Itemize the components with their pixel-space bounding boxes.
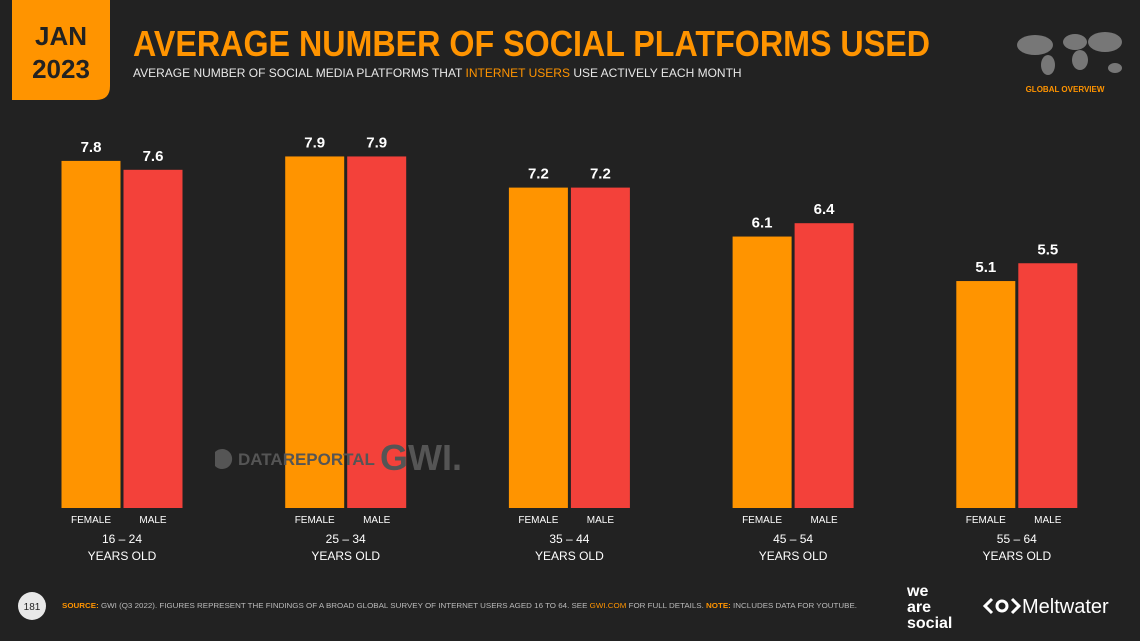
category-suffix: YEARS OLD [311,549,380,563]
category-suffix: YEARS OLD [535,549,604,563]
category-suffix: YEARS OLD [88,549,157,563]
category-suffix: YEARS OLD [759,549,828,563]
logo-we-are-social: we [906,583,928,600]
source-label: SOURCE: [62,601,99,610]
world-map-icon [1017,32,1122,75]
source-link: GWI.COM [590,601,627,610]
source-text: GWI (Q3 2022). FIGURES REPRESENT THE FIN… [99,601,590,610]
category-label: 25 – 34 [326,532,366,546]
value-label: 6.4 [814,201,836,218]
bar [508,187,568,508]
category-label: 35 – 44 [549,532,589,546]
value-label: 7.8 [81,139,102,156]
date-month: JAN [35,21,87,51]
bar [347,156,407,508]
series-label: MALE [139,515,167,526]
chart: 7.8 FEMALE 7.6 MALE 16 – 24 YEARS OLD 7.9 FEMAL… [61,134,1078,563]
series-label: MALE [363,515,391,526]
series-label: MALE [1034,515,1062,526]
bar [570,187,630,508]
logo-we-are-social: social [907,615,952,632]
page-badge [18,592,46,620]
subtitle-part: AVERAGE NUMBER OF SOCIAL MEDIA PLATFORMS… [133,66,466,80]
category-label: 45 – 54 [773,532,813,546]
watermark-gwi: GWI. [380,437,462,478]
note-text: INCLUDES DATA FOR YOUTUBE. [731,601,857,610]
bar [956,281,1016,508]
watermark-datareportal: DATAREPORTAL [238,450,375,469]
source-text: FOR FULL DETAILS. [626,601,706,610]
date-year: 2023 [32,54,90,84]
subtitle: AVERAGE NUMBER OF SOCIAL MEDIA PLATFORMS… [133,66,742,80]
logo-meltwater: Meltwater [1022,596,1109,618]
bar [732,236,792,509]
subtitle-part: USE ACTIVELY EACH MONTH [570,66,742,80]
value-label: 7.9 [304,134,325,151]
section-label: GLOBAL OVERVIEW [1026,85,1105,94]
meltwater-icon [982,597,1022,615]
series-label: FEMALE [71,515,111,526]
value-label: 6.1 [752,215,773,232]
value-label: 7.6 [143,148,164,165]
value-label: 7.9 [366,134,387,151]
series-label: MALE [587,515,615,526]
category-label: 16 – 24 [102,532,142,546]
series-label: FEMALE [295,515,335,526]
bar [794,223,854,508]
note-label: NOTE: [706,601,731,610]
value-label: 7.2 [590,166,611,183]
bar [1018,263,1078,508]
value-label: 5.1 [975,259,996,276]
datareportal-icon [215,449,233,470]
bar [123,169,183,509]
series-label: FEMALE [518,515,558,526]
bar [285,156,345,508]
bar [61,160,121,508]
series-label: FEMALE [742,515,782,526]
page-number: 181 [24,602,41,613]
category-label: 55 – 64 [997,532,1037,546]
subtitle-highlight: INTERNET USERS [466,66,570,80]
value-label: 5.5 [1037,241,1058,258]
series-label: FEMALE [966,515,1006,526]
series-label: MALE [810,515,838,526]
category-suffix: YEARS OLD [982,549,1051,563]
value-label: 7.2 [528,166,549,183]
source: SOURCE: GWI (Q3 2022). FIGURES REPRESENT… [62,601,857,610]
chart-title: AVERAGE NUMBER OF SOCIAL PLATFORMS USED [133,23,930,64]
date-badge [12,0,110,100]
logo-we-are-social: are [907,599,931,616]
